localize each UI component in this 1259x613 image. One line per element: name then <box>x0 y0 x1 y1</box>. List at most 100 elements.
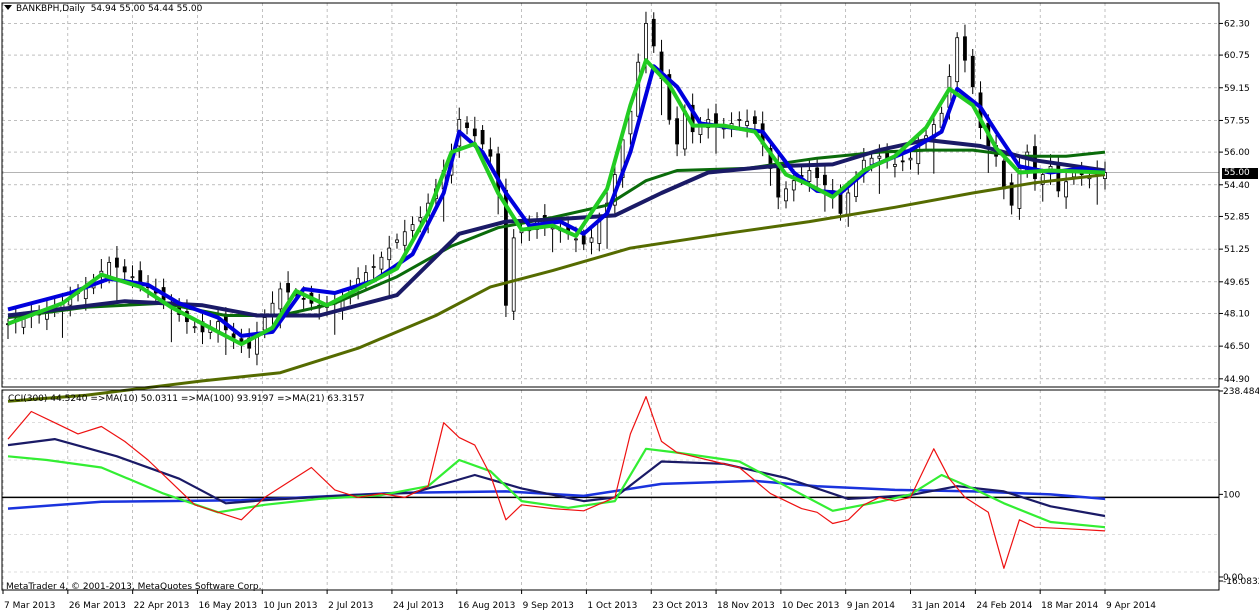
cci-ma21-line <box>7 438 1106 518</box>
candle <box>737 111 742 129</box>
date-tick-label: 1 Oct 2013 <box>587 601 637 611</box>
price-tick-label: 62.30 <box>1224 19 1250 29</box>
candle <box>45 300 49 331</box>
candle <box>1095 160 1100 205</box>
date-tick-label: 31 Jan 2014 <box>912 601 966 611</box>
candle <box>480 125 485 150</box>
candle <box>729 112 734 138</box>
copyright-text: MetaTrader 4, © 2001-2013, MetaQuotes So… <box>6 582 262 592</box>
date-axis: 7 Mar 2013 26 Mar 2013 22 Apr 2013 16 May 2… <box>2 590 1156 611</box>
date-tick-label: 16 Aug 2013 <box>458 601 516 611</box>
candle <box>970 49 975 95</box>
candle <box>270 291 275 328</box>
price-axis: 62.30 60.75 59.15 57.55 56.00 54.40 52.85 51.25… <box>1219 19 1250 385</box>
candle <box>379 251 384 275</box>
candle <box>963 24 967 73</box>
candle <box>410 216 415 239</box>
candle <box>340 288 345 320</box>
cci-header: CCI(300) 44.5240 =>MA(10) 50.0311 =>MA(1… <box>8 394 365 405</box>
moving-average-long-line <box>7 173 1106 403</box>
cci-panel-frame <box>1 389 1220 591</box>
price-tick-label: 46.50 <box>1224 342 1250 352</box>
price-tick-label: 44.90 <box>1224 375 1250 385</box>
candle <box>784 181 788 209</box>
candle <box>122 259 127 280</box>
candle <box>605 191 609 249</box>
price-tick-label: 49.65 <box>1224 278 1250 288</box>
cci-ma10-label: =>MA(10) 50.0311 <box>90 394 178 404</box>
candle <box>589 225 594 255</box>
candle <box>192 321 197 334</box>
date-tick-label: 10 Dec 2013 <box>782 601 840 611</box>
moving-average-medium-line <box>7 148 1106 320</box>
candle <box>752 110 757 130</box>
cci-ma21-label: =>MA(21) 63.3157 <box>277 394 365 404</box>
date-tick-label: 2 Jul 2013 <box>328 601 373 611</box>
candle <box>200 309 205 345</box>
date-tick-label: 9 Jan 2014 <box>847 601 895 611</box>
candle <box>511 229 516 321</box>
candle <box>1064 169 1068 209</box>
candle <box>931 112 936 174</box>
cci-axis: 238.4848 100 0.00-16.0832 <box>1219 387 1259 587</box>
candle <box>823 166 827 212</box>
date-tick-label: 7 Mar 2013 <box>4 601 55 611</box>
candle <box>504 178 508 317</box>
main-panel-frame <box>1 2 1220 388</box>
candle <box>651 12 656 53</box>
moving-average-fast-green-line <box>7 58 1106 347</box>
price-tick-label: 60.75 <box>1224 51 1250 61</box>
cci-tick-label: 238.4848 <box>1223 387 1259 397</box>
cci-tick-label: 100 <box>1223 490 1240 500</box>
date-tick-label: 18 Mar 2014 <box>1041 601 1098 611</box>
candle <box>714 103 718 154</box>
candle <box>465 116 469 135</box>
candle <box>675 106 679 157</box>
current-price-badge: 55.00 <box>1222 167 1258 179</box>
cci-tick-label: -16.0832 <box>1223 577 1259 587</box>
moving-average-fast-blue-line <box>7 64 1106 338</box>
price-tick-label: 54.40 <box>1224 181 1250 191</box>
cci-ma10-line <box>7 447 1106 529</box>
price-tick-label: 59.15 <box>1224 84 1250 94</box>
candle <box>115 246 119 304</box>
candle <box>286 271 290 305</box>
cci-value-label: CCI(300) 44.5240 <box>8 394 88 404</box>
date-tick-label: 10 Jun 2013 <box>263 601 317 611</box>
cci-series <box>2 396 1219 569</box>
price-tick-label: 52.85 <box>1224 212 1250 222</box>
cci-tick-label: 0.00 <box>1223 573 1243 583</box>
cci-main-line <box>7 396 1106 569</box>
candle <box>1040 168 1045 202</box>
candle <box>955 32 960 88</box>
date-tick-label: 24 Jul 2013 <box>393 601 444 611</box>
panel-frames <box>1 2 1220 591</box>
candle <box>745 109 750 138</box>
date-tick-label: 9 Sep 2013 <box>523 601 574 611</box>
date-tick-label: 16 May 2013 <box>198 601 257 611</box>
date-tick-label: 9 Apr 2014 <box>1106 601 1156 611</box>
chart-header: BANKBPH,Daily 54.94 55.00 54.44 55.00 <box>4 4 202 15</box>
price-series <box>6 11 1107 403</box>
cci-ma100-label: =>MA(100) 93.9197 <box>180 394 275 404</box>
candle <box>255 321 259 366</box>
date-tick-label: 22 Apr 2013 <box>134 601 190 611</box>
ohlc-values: 54.94 55.00 54.44 55.00 <box>90 4 203 14</box>
date-tick-label: 26 Mar 2013 <box>69 601 126 611</box>
candle <box>60 292 65 338</box>
dropdown-triangle-icon[interactable] <box>4 5 12 10</box>
date-tick-label: 18 Nov 2013 <box>717 601 775 611</box>
candle <box>387 235 392 297</box>
candle <box>239 328 244 353</box>
chart-grid <box>2 3 1219 590</box>
candle <box>815 157 820 189</box>
date-tick-label: 24 Feb 2014 <box>976 601 1032 611</box>
price-tick-label: 56.00 <box>1224 148 1250 158</box>
price-tick-label: 57.55 <box>1224 116 1250 126</box>
price-tick-label: 48.10 <box>1224 309 1250 319</box>
symbol-label: BANKBPH,Daily <box>16 4 85 14</box>
candle <box>1009 173 1014 215</box>
date-tick-label: 23 Oct 2013 <box>652 601 708 611</box>
candle <box>371 254 376 279</box>
